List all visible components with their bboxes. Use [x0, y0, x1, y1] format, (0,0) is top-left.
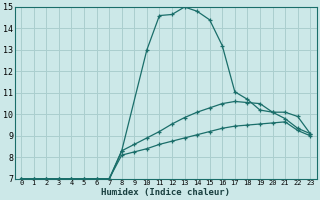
X-axis label: Humidex (Indice chaleur): Humidex (Indice chaleur): [101, 188, 230, 197]
